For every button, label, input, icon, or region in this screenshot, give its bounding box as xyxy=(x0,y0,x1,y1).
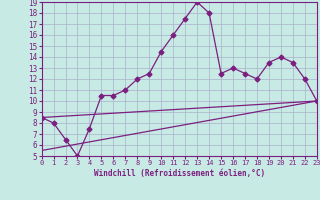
X-axis label: Windchill (Refroidissement éolien,°C): Windchill (Refroidissement éolien,°C) xyxy=(94,169,265,178)
